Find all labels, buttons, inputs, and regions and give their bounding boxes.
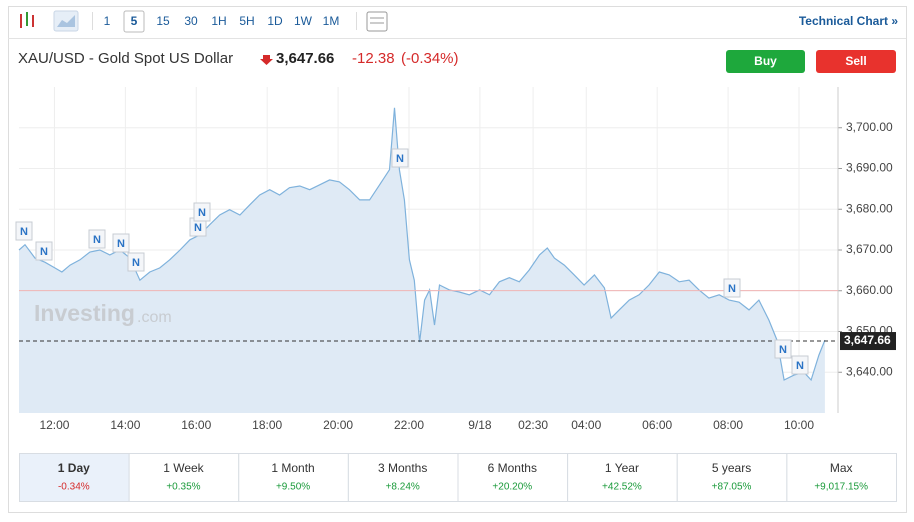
news-marker[interactable]: [127, 252, 145, 272]
period-label: 1 Month: [271, 461, 314, 475]
price: 3,647.66: [276, 50, 334, 67]
x-tick-label: 16:00: [181, 418, 211, 432]
sell-button[interactable]: [816, 50, 896, 73]
interval-button[interactable]: 30: [184, 14, 198, 28]
area-icon-shape: [57, 15, 75, 27]
period-tab[interactable]: [128, 453, 240, 502]
buy-label: Buy: [754, 54, 777, 68]
x-tick-label: 10:00: [784, 418, 814, 432]
period-label: 1 Year: [605, 461, 639, 475]
candle-icon[interactable]: [20, 12, 34, 28]
x-tick-label: 12:00: [39, 418, 69, 432]
change-percent: (-0.34%): [401, 50, 459, 67]
news-marker-label: N: [132, 257, 140, 269]
last-price-label: 3,647.66: [844, 333, 891, 347]
x-tick-label: 20:00: [323, 418, 353, 432]
period-tab[interactable]: [238, 453, 349, 502]
y-tick-label: 3,700.00: [846, 120, 893, 134]
period-change: +20.20%: [492, 482, 532, 493]
interval-button[interactable]: 1W: [294, 14, 313, 28]
x-tick-label: 18:00: [252, 418, 282, 432]
period-tab[interactable]: [19, 453, 130, 502]
news-marker-label: N: [728, 283, 736, 295]
news-marker[interactable]: [774, 339, 792, 359]
news-marker-label: N: [198, 207, 206, 219]
last-price-box: [840, 332, 896, 351]
news-marker-label: N: [796, 360, 804, 372]
x-tick-label: 06:00: [642, 418, 672, 432]
watermark-suffix: .com: [137, 309, 172, 326]
period-change: +9.50%: [276, 482, 310, 493]
period-change: -0.34%: [58, 482, 90, 493]
news-marker-label: N: [396, 153, 404, 165]
instrument-name: XAU/USD - Gold Spot US Dollar: [18, 50, 233, 67]
y-tick-label: 3,670.00: [846, 242, 893, 256]
interval-button[interactable]: 1H: [211, 14, 226, 28]
news-marker-label: N: [40, 246, 48, 258]
x-tick-label: 9/18: [468, 418, 492, 432]
widget-border: [8, 6, 907, 513]
period-tab[interactable]: [786, 453, 897, 502]
period-change: +9,017.15%: [814, 482, 868, 493]
area: [19, 107, 825, 414]
news-marker-label: N: [20, 226, 28, 238]
y-tick-label: 3,690.00: [846, 161, 893, 175]
period-tabs: 1 Day -0.34% 1 Week +0.35% 1 Month +9.50% 3 Mo…: [19, 453, 897, 502]
news-marker[interactable]: [15, 221, 33, 241]
x-tick-label: 08:00: [713, 418, 743, 432]
news-marker[interactable]: [88, 229, 106, 249]
news-marker[interactable]: [391, 148, 409, 168]
x-tick-label: 22:00: [394, 418, 424, 432]
period-tab[interactable]: [347, 453, 459, 502]
news-marker[interactable]: [193, 202, 211, 222]
period-change: +8.24%: [386, 482, 420, 493]
x-tick-label: 14:00: [110, 418, 140, 432]
news-marker-label: N: [93, 234, 101, 246]
period-label: 5 years: [712, 461, 751, 475]
news-marker-label: N: [117, 238, 125, 250]
down-arrow: [260, 55, 273, 65]
x-tick-label: 04:00: [571, 418, 601, 432]
x-tick-label: 02:30: [518, 418, 548, 432]
interval-button[interactable]: 1M: [323, 14, 340, 28]
news-marker[interactable]: [112, 233, 130, 253]
period-label: 6 Months: [488, 461, 537, 475]
period-change: +42.52%: [602, 482, 642, 493]
period-label: Max: [830, 461, 853, 475]
news-marker-label: N: [194, 222, 202, 234]
interval-button[interactable]: 15: [156, 14, 170, 28]
interval-selected: [123, 10, 145, 33]
interval-button[interactable]: 5: [131, 14, 138, 28]
y-tick-label: 3,640.00: [846, 364, 893, 378]
technical-chart-link[interactable]: Technical Chart »: [799, 14, 898, 28]
news-marker[interactable]: [723, 278, 741, 298]
change: -12.38: [352, 50, 395, 67]
watermark-brand: Investing: [34, 300, 135, 326]
interval-button[interactable]: 1D: [267, 14, 283, 28]
y-tick-label: 3,660.00: [846, 283, 893, 297]
interval-button[interactable]: 5H: [239, 14, 254, 28]
period-change: +87.05%: [712, 482, 752, 493]
y-tick-label: 3,680.00: [846, 201, 893, 215]
table-icon[interactable]: [366, 11, 388, 32]
buy-button[interactable]: [726, 50, 805, 73]
period-label: 3 Months: [378, 461, 427, 475]
news-marker[interactable]: [35, 241, 53, 261]
news-marker-label: N: [779, 344, 787, 356]
period-change: +0.35%: [166, 482, 200, 493]
sell-label: Sell: [845, 54, 866, 68]
period-label: 1 Week: [163, 461, 204, 475]
news-marker[interactable]: [791, 355, 809, 375]
price-line: [18, 107, 826, 382]
period-label: 1 Day: [58, 461, 90, 475]
interval-button[interactable]: 1: [104, 14, 111, 28]
period-tab[interactable]: [676, 453, 788, 502]
plot: 3,640.003,650.003,660.003,670.003,680.00…: [18, 87, 896, 432]
